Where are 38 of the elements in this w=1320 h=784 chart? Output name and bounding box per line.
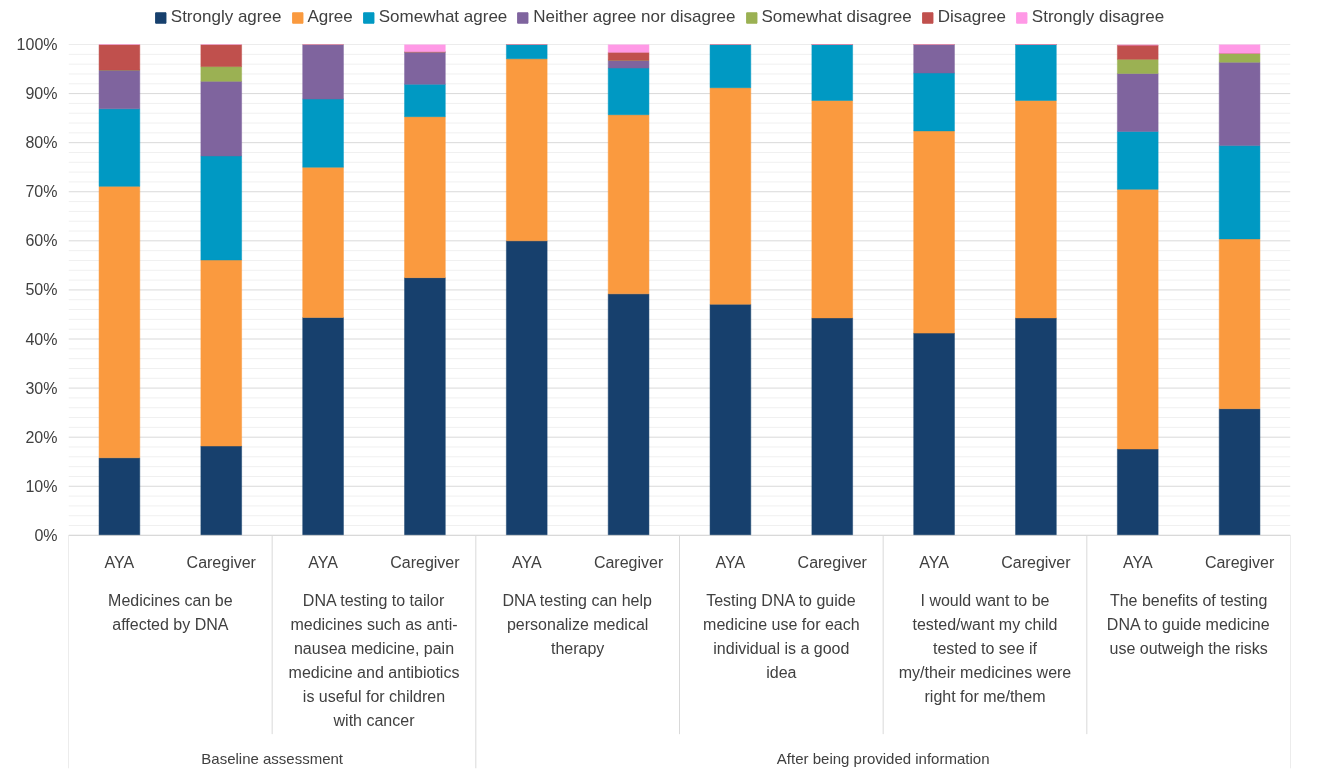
legend-label: Disagree: [937, 7, 1006, 27]
legend-label: Somewhat agree: [378, 7, 508, 27]
x-tick-label: AYA: [511, 553, 542, 571]
y-tick-label: 20%: [25, 428, 58, 446]
y-tick-label: 60%: [25, 232, 58, 250]
text: DNA testing can help personalize medical therapy: [502, 592, 653, 658]
x-tick-label: AYA: [104, 553, 135, 571]
x-tick-label: AYA: [1122, 553, 1153, 571]
y-tick-label: 70%: [25, 183, 58, 201]
x-tick-label: Caregiver: [186, 553, 257, 571]
y-tick-label: 50%: [25, 281, 58, 299]
y-tick-label: 100%: [16, 36, 58, 53]
x-tick-label: Caregiver: [1204, 553, 1275, 571]
x-tick-label: AYA: [919, 553, 950, 571]
y-tick-label: 90%: [25, 85, 58, 103]
text: Testing DNA to guide medicine use for each individual is a good idea: [703, 592, 860, 682]
text: The benefits of testing DNA to guide medicine use outweigh the risks: [1106, 592, 1270, 658]
x-tick-label: Caregiver: [1001, 553, 1072, 571]
legend-label: Somewhat disagree: [761, 7, 912, 27]
text: Baseline assessment: [201, 749, 344, 767]
legend-label: Strongly disagree: [1031, 7, 1165, 27]
y-tick-label: 80%: [25, 134, 58, 152]
text: After being provided information: [776, 749, 990, 767]
text: DNA testing to tailor medicines such as anti-nausea medicine, pain medicine and antibiotics is useful for children with cancer: [288, 592, 460, 730]
x-tick-label: Caregiver: [593, 553, 664, 571]
y-tick-label: 40%: [25, 330, 58, 348]
legend-label: Agree: [307, 7, 353, 27]
y-tick-label: 10%: [25, 477, 58, 495]
x-tick-label: AYA: [308, 553, 339, 571]
text: I would want to be tested/want my child tested to see if my/their medicines were right for me/them: [898, 592, 1072, 706]
y-tick-label: 0%: [34, 526, 58, 544]
legend-label: Strongly agree: [170, 7, 282, 27]
x-tick-label: Caregiver: [390, 553, 461, 571]
y-tick-label: 30%: [25, 379, 58, 397]
x-tick-label: Caregiver: [797, 553, 868, 571]
text: Medicines can be affected by DNA: [108, 592, 233, 634]
x-tick-label: AYA: [715, 553, 746, 571]
legend-label: Neither agree nor disagree: [533, 7, 736, 27]
